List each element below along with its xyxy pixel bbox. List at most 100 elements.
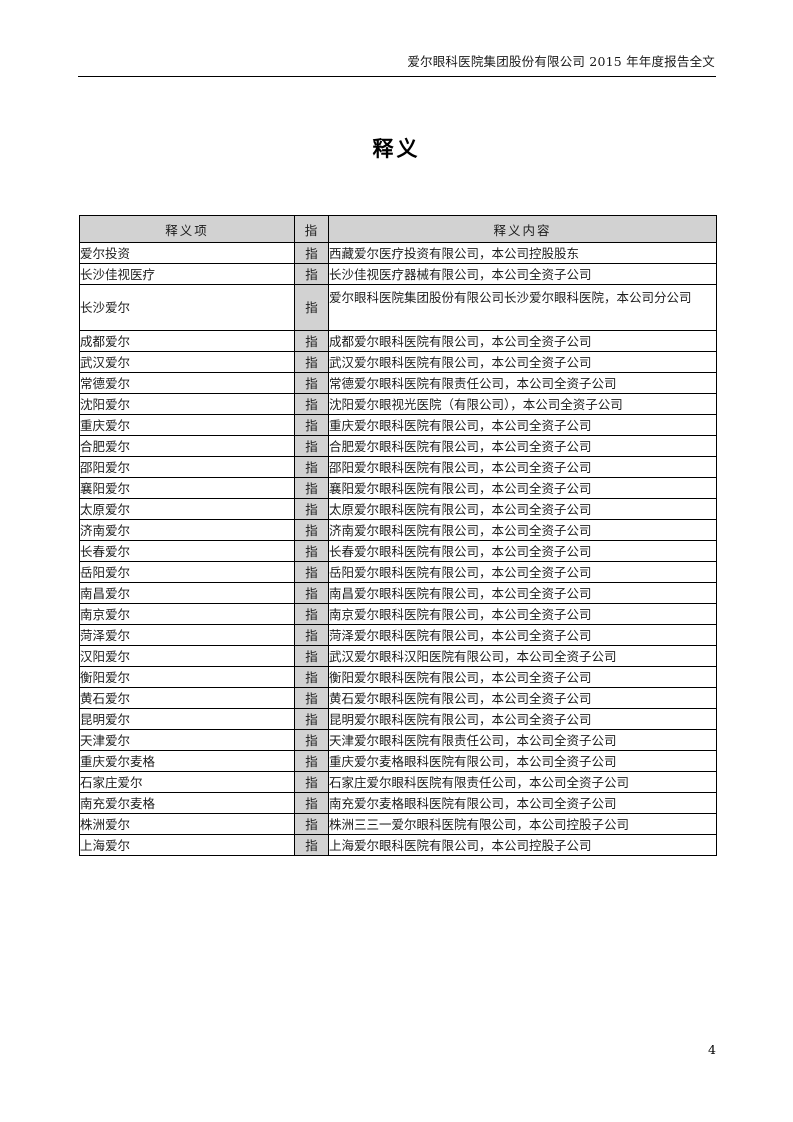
cell-term: 昆明爱尔 — [79, 708, 295, 730]
cell-term: 长春爱尔 — [79, 540, 295, 562]
cell-description: 常德爱尔眼科医院有限责任公司，本公司全资子公司 — [328, 372, 717, 394]
cell-term: 上海爱尔 — [79, 834, 295, 856]
table-row: 天津爱尔指天津爱尔眼科医院有限责任公司，本公司全资子公司 — [79, 729, 717, 751]
cell-means: 指 — [294, 792, 329, 814]
cell-description: 株洲三三一爱尔眼科医院有限公司，本公司控股子公司 — [328, 813, 717, 835]
cell-term: 南京爱尔 — [79, 603, 295, 625]
cell-term: 岳阳爱尔 — [79, 561, 295, 583]
table-row: 重庆爱尔麦格指重庆爱尔麦格眼科医院有限公司，本公司全资子公司 — [79, 750, 717, 772]
definitions-table-body: 爱尔投资指西藏爱尔医疗投资有限公司，本公司控股股东 长沙佳视医疗指长沙佳视医疗器械… — [79, 242, 717, 856]
cell-means: 指 — [294, 708, 329, 730]
cell-description: 上海爱尔眼科医院有限公司，本公司控股子公司 — [328, 834, 717, 856]
cell-term: 长沙佳视医疗 — [79, 263, 295, 285]
cell-description: 天津爱尔眼科医院有限责任公司，本公司全资子公司 — [328, 729, 717, 751]
table-row: 长沙佳视医疗指长沙佳视医疗器械有限公司，本公司全资子公司 — [79, 263, 717, 285]
cell-means: 指 — [294, 393, 329, 415]
table-row: 石家庄爱尔指石家庄爱尔眼科医院有限责任公司，本公司全资子公司 — [79, 771, 717, 793]
cell-term: 太原爱尔 — [79, 498, 295, 520]
cell-description: 沈阳爱尔眼视光医院（有限公司），本公司全资子公司 — [328, 393, 717, 415]
cell-description: 南充爱尔麦格眼科医院有限公司，本公司全资子公司 — [328, 792, 717, 814]
table-row: 爱尔投资指西藏爱尔医疗投资有限公司，本公司控股股东 — [79, 242, 717, 264]
table-header-row: 释义项 指 释义内容 — [79, 215, 717, 243]
cell-means: 指 — [294, 372, 329, 394]
table-row: 重庆爱尔指重庆爱尔眼科医院有限公司，本公司全资子公司 — [79, 414, 717, 436]
cell-means: 指 — [294, 582, 329, 604]
cell-means: 指 — [294, 498, 329, 520]
table-row: 黄石爱尔指黄石爱尔眼科医院有限公司，本公司全资子公司 — [79, 687, 717, 709]
page-number: 4 — [708, 1042, 716, 1057]
cell-means: 指 — [294, 263, 329, 285]
table-row: 昆明爱尔指昆明爱尔眼科医院有限公司，本公司全资子公司 — [79, 708, 717, 730]
cell-description: 衡阳爱尔眼科医院有限公司，本公司全资子公司 — [328, 666, 717, 688]
table-row: 南京爱尔指南京爱尔眼科医院有限公司，本公司全资子公司 — [79, 603, 717, 625]
cell-term: 襄阳爱尔 — [79, 477, 295, 499]
cell-description: 长沙佳视医疗器械有限公司，本公司全资子公司 — [328, 263, 717, 285]
cell-description: 重庆爱尔麦格眼科医院有限公司，本公司全资子公司 — [328, 750, 717, 772]
cell-description: 菏泽爱尔眼科医院有限公司，本公司全资子公司 — [328, 624, 717, 646]
cell-term: 汉阳爱尔 — [79, 645, 295, 667]
table-row: 南昌爱尔指南昌爱尔眼科医院有限公司，本公司全资子公司 — [79, 582, 717, 604]
cell-term: 武汉爱尔 — [79, 351, 295, 373]
cell-term: 长沙爱尔 — [79, 284, 295, 331]
cell-means: 指 — [294, 284, 329, 331]
definitions-table-container: 释义项 指 释义内容 爱尔投资指西藏爱尔医疗投资有限公司，本公司控股股东 长沙佳视… — [79, 215, 717, 856]
cell-description: 石家庄爱尔眼科医院有限责任公司，本公司全资子公司 — [328, 771, 717, 793]
cell-term: 成都爱尔 — [79, 330, 295, 352]
cell-term: 爱尔投资 — [79, 242, 295, 264]
cell-description: 长春爱尔眼科医院有限公司，本公司全资子公司 — [328, 540, 717, 562]
cell-term: 黄石爱尔 — [79, 687, 295, 709]
cell-term: 常德爱尔 — [79, 372, 295, 394]
table-row: 武汉爱尔指武汉爱尔眼科医院有限公司，本公司全资子公司 — [79, 351, 717, 373]
cell-description: 济南爱尔眼科医院有限公司，本公司全资子公司 — [328, 519, 717, 541]
running-header: 爱尔眼科医院集团股份有限公司 2015 年年度报告全文 — [407, 54, 715, 69]
table-row: 南充爱尔麦格指南充爱尔麦格眼科医院有限公司，本公司全资子公司 — [79, 792, 717, 814]
cell-description: 邵阳爱尔眼科医院有限公司，本公司全资子公司 — [328, 456, 717, 478]
column-header-description: 释义内容 — [328, 215, 717, 243]
cell-description: 爱尔眼科医院集团股份有限公司长沙爱尔眼科医院，本公司分公司 — [328, 284, 717, 331]
cell-means: 指 — [294, 540, 329, 562]
cell-means: 指 — [294, 771, 329, 793]
cell-description: 黄石爱尔眼科医院有限公司，本公司全资子公司 — [328, 687, 717, 709]
cell-means: 指 — [294, 242, 329, 264]
cell-description: 西藏爱尔医疗投资有限公司，本公司控股股东 — [328, 242, 717, 264]
table-row: 襄阳爱尔指襄阳爱尔眼科医院有限公司，本公司全资子公司 — [79, 477, 717, 499]
table-row: 长沙爱尔指爱尔眼科医院集团股份有限公司长沙爱尔眼科医院，本公司分公司 — [79, 284, 717, 331]
cell-description: 岳阳爱尔眼科医院有限公司，本公司全资子公司 — [328, 561, 717, 583]
cell-description: 昆明爱尔眼科医院有限公司，本公司全资子公司 — [328, 708, 717, 730]
table-row: 邵阳爱尔指邵阳爱尔眼科医院有限公司，本公司全资子公司 — [79, 456, 717, 478]
table-row: 株洲爱尔指株洲三三一爱尔眼科医院有限公司，本公司控股子公司 — [79, 813, 717, 835]
cell-description: 武汉爱尔眼科医院有限公司，本公司全资子公司 — [328, 351, 717, 373]
cell-term: 南充爱尔麦格 — [79, 792, 295, 814]
cell-description: 合肥爱尔眼科医院有限公司，本公司全资子公司 — [328, 435, 717, 457]
cell-means: 指 — [294, 624, 329, 646]
cell-means: 指 — [294, 834, 329, 856]
cell-means: 指 — [294, 687, 329, 709]
column-header-term: 释义项 — [79, 215, 295, 243]
table-row: 合肥爱尔指合肥爱尔眼科医院有限公司，本公司全资子公司 — [79, 435, 717, 457]
table-row: 太原爱尔指太原爱尔眼科医院有限公司，本公司全资子公司 — [79, 498, 717, 520]
cell-description: 武汉爱尔眼科汉阳医院有限公司，本公司全资子公司 — [328, 645, 717, 667]
cell-means: 指 — [294, 666, 329, 688]
cell-term: 重庆爱尔 — [79, 414, 295, 436]
cell-term: 株洲爱尔 — [79, 813, 295, 835]
cell-term: 沈阳爱尔 — [79, 393, 295, 415]
table-row: 衡阳爱尔指衡阳爱尔眼科医院有限公司，本公司全资子公司 — [79, 666, 717, 688]
cell-description: 重庆爱尔眼科医院有限公司，本公司全资子公司 — [328, 414, 717, 436]
column-header-means: 指 — [294, 215, 329, 243]
cell-term: 衡阳爱尔 — [79, 666, 295, 688]
cell-description: 南京爱尔眼科医院有限公司，本公司全资子公司 — [328, 603, 717, 625]
cell-term: 重庆爱尔麦格 — [79, 750, 295, 772]
cell-means: 指 — [294, 477, 329, 499]
cell-means: 指 — [294, 750, 329, 772]
cell-means: 指 — [294, 813, 329, 835]
table-row: 济南爱尔指济南爱尔眼科医院有限公司，本公司全资子公司 — [79, 519, 717, 541]
cell-description: 成都爱尔眼科医院有限公司，本公司全资子公司 — [328, 330, 717, 352]
cell-term: 天津爱尔 — [79, 729, 295, 751]
cell-means: 指 — [294, 519, 329, 541]
cell-means: 指 — [294, 351, 329, 373]
table-row: 沈阳爱尔指沈阳爱尔眼视光医院（有限公司），本公司全资子公司 — [79, 393, 717, 415]
table-row: 岳阳爱尔指岳阳爱尔眼科医院有限公司，本公司全资子公司 — [79, 561, 717, 583]
cell-term: 菏泽爱尔 — [79, 624, 295, 646]
cell-term: 邵阳爱尔 — [79, 456, 295, 478]
